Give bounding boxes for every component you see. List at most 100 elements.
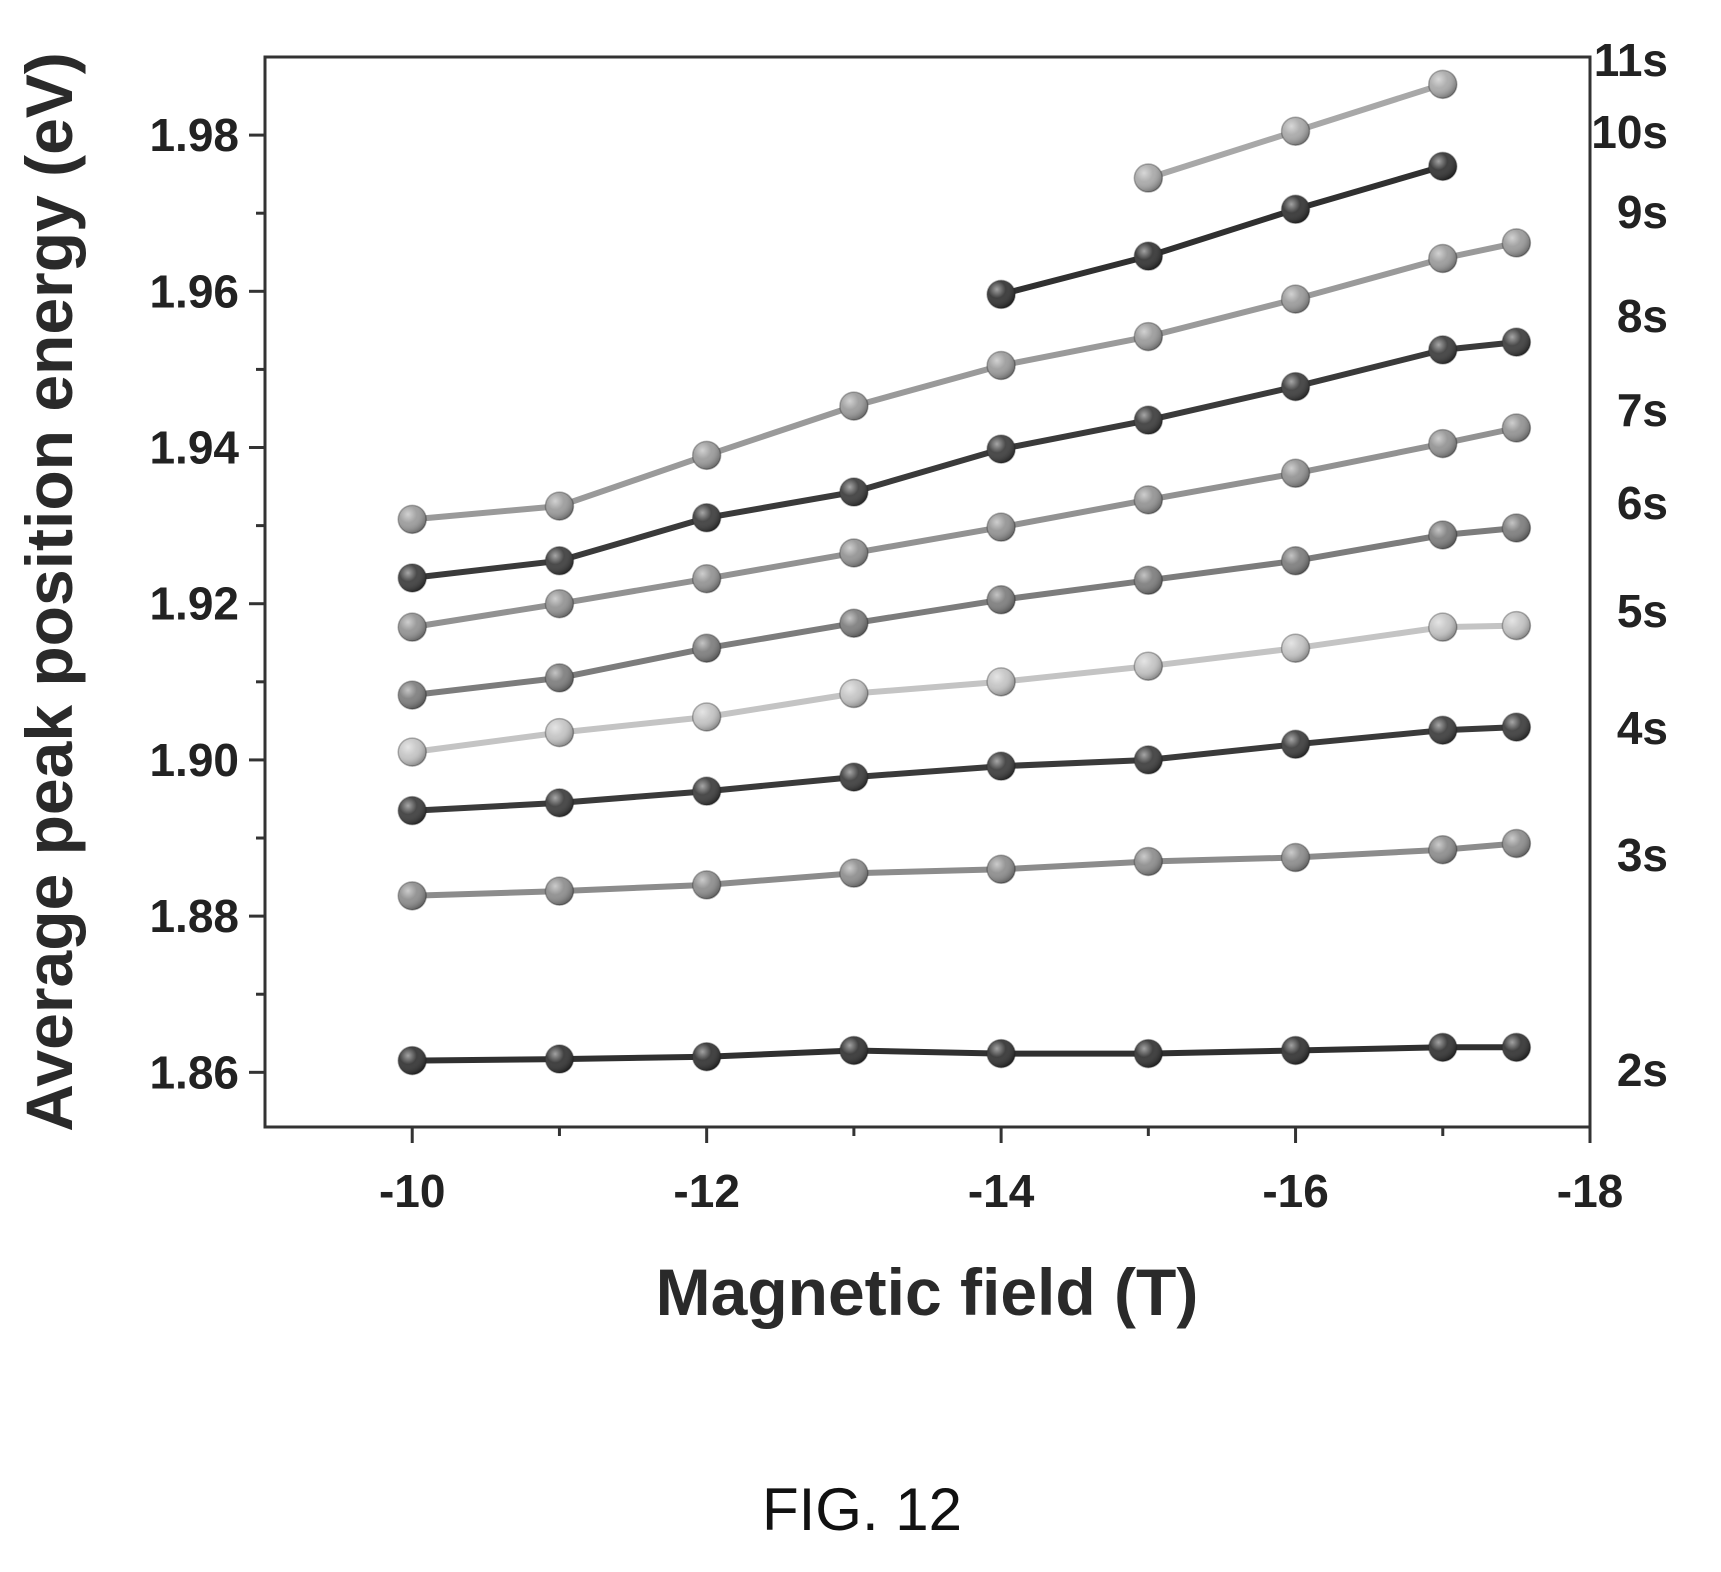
data-point-shading xyxy=(398,738,427,767)
data-point-shading xyxy=(987,585,1016,614)
data-point-shading xyxy=(1428,152,1457,181)
data-point-shading xyxy=(1281,634,1310,663)
data-point-shading xyxy=(1502,413,1531,442)
data-point-shading xyxy=(1428,244,1457,273)
data-point-shading xyxy=(839,1036,868,1065)
data-point-shading xyxy=(1428,1033,1457,1062)
data-point-shading xyxy=(545,663,574,692)
data-point-shading xyxy=(1134,745,1163,774)
data-point-shading xyxy=(692,634,721,663)
data-point-shading xyxy=(1281,195,1310,224)
y-axis-title: Average peak position energy (eV) xyxy=(12,52,86,1132)
data-point-shading xyxy=(692,702,721,731)
x-tick-label: -14 xyxy=(968,1165,1035,1217)
series-line xyxy=(409,239,1520,523)
series-label-4s: 4s xyxy=(1617,702,1668,754)
data-point-shading xyxy=(545,546,574,575)
x-tick-label: -18 xyxy=(1557,1165,1623,1217)
data-point-shading xyxy=(1428,335,1457,364)
data-point-shading xyxy=(839,538,868,567)
data-point-shading xyxy=(1134,322,1163,351)
data-point-shading xyxy=(839,859,868,888)
data-point-shading xyxy=(1281,730,1310,759)
series-label-7s: 7s xyxy=(1617,384,1668,436)
data-point-shading xyxy=(398,796,427,825)
series-8s xyxy=(397,327,1532,593)
series-5s xyxy=(397,610,1532,767)
data-point-shading xyxy=(987,513,1016,542)
data-point-shading xyxy=(839,609,868,638)
plot-frame xyxy=(263,55,1592,1129)
data-point-shading xyxy=(1281,285,1310,314)
x-axis-title: Magnetic field (T) xyxy=(656,1255,1199,1329)
data-point-shading xyxy=(398,1046,427,1075)
data-point-shading xyxy=(1428,429,1457,458)
data-point-shading xyxy=(1134,164,1163,193)
data-point-shading xyxy=(1134,566,1163,595)
data-point-shading xyxy=(1281,459,1310,488)
series-label-11s: 11s xyxy=(1594,34,1668,86)
data-point-shading xyxy=(1281,1036,1310,1065)
data-point-shading xyxy=(398,681,427,710)
data-point-shading xyxy=(839,392,868,421)
data-point-shading xyxy=(398,563,427,592)
data-point-shading xyxy=(1502,713,1531,742)
data-point-shading xyxy=(839,679,868,708)
series-line xyxy=(409,1044,1520,1064)
series-7s xyxy=(397,413,1532,642)
x-tick-label: -16 xyxy=(1262,1165,1328,1217)
series-label-9s: 9s xyxy=(1617,186,1668,238)
data-point-shading xyxy=(987,1039,1016,1068)
data-point-shading xyxy=(692,1042,721,1071)
series-4s xyxy=(397,712,1532,826)
data-point-shading xyxy=(987,435,1016,464)
series-layer xyxy=(397,69,1532,1076)
data-point-shading xyxy=(987,280,1016,309)
y-tick-label: 1.88 xyxy=(149,890,239,942)
series-label-3s: 3s xyxy=(1617,829,1668,881)
x-axis-ticks: -10 -12 -14 -16 -18 xyxy=(379,1127,1623,1217)
series-line xyxy=(409,840,1520,899)
data-point-shading xyxy=(545,877,574,906)
data-point-shading xyxy=(692,777,721,806)
data-point-shading xyxy=(1428,716,1457,745)
data-point-shading xyxy=(1134,847,1163,876)
series-label-2s: 2s xyxy=(1617,1044,1668,1096)
x-tick-label: -10 xyxy=(379,1165,445,1217)
data-point-shading xyxy=(1502,1033,1531,1062)
data-point-shading xyxy=(545,788,574,817)
y-tick-label: 1.92 xyxy=(149,578,239,630)
data-point-shading xyxy=(839,763,868,792)
data-point-shading xyxy=(398,881,427,910)
series-label-10s: 10s xyxy=(1591,106,1668,158)
data-point-shading xyxy=(545,1045,574,1074)
y-tick-label: 1.86 xyxy=(149,1046,239,1098)
data-point-shading xyxy=(545,589,574,618)
data-point-shading xyxy=(545,718,574,747)
series-line xyxy=(409,622,1520,756)
data-point-shading xyxy=(1281,372,1310,401)
y-tick-label: 1.94 xyxy=(149,422,239,474)
data-point-shading xyxy=(1134,406,1163,435)
data-point-shading xyxy=(987,855,1016,884)
series-line xyxy=(998,163,1446,298)
y-tick-label: 1.96 xyxy=(149,265,239,317)
data-point-shading xyxy=(692,441,721,470)
y-axis-ticks: 1.86 1.88 1.90 1.92 1.94 1.96 1.98 xyxy=(149,109,265,1098)
data-point-shading xyxy=(987,667,1016,696)
data-point-shading xyxy=(1502,513,1531,542)
series-label-5s: 5s xyxy=(1617,585,1668,637)
series-6s xyxy=(397,513,1532,710)
series-10s xyxy=(986,151,1458,310)
data-point-shading xyxy=(1134,1039,1163,1068)
data-point-shading xyxy=(1502,611,1531,640)
data-point-shading xyxy=(1428,70,1457,99)
data-point-shading xyxy=(692,564,721,593)
y-tick-label: 1.98 xyxy=(149,109,239,161)
plot-area: 1.861.881.901.921.941.961.98 -10 -12 -14 -1… xyxy=(149,55,1623,1217)
data-point-shading xyxy=(839,478,868,507)
figure-caption: FIG. 12 xyxy=(762,1476,962,1543)
series-labels: 2s 3s 4s 5s 6s 7s 8s 9s 10s 11s xyxy=(1591,34,1668,1096)
data-point-shading xyxy=(987,351,1016,380)
